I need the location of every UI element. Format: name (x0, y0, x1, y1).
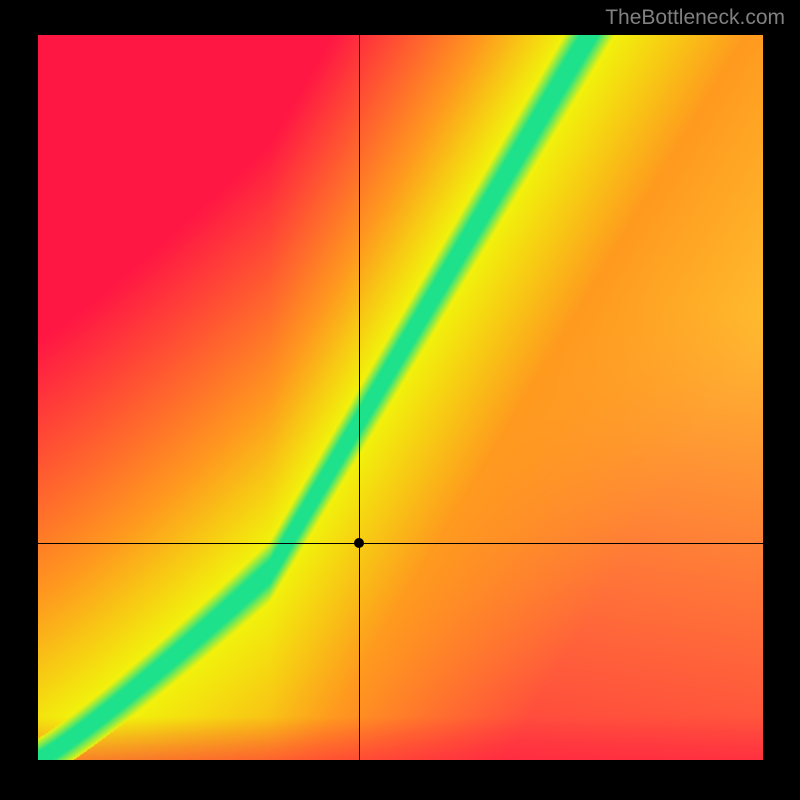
bottleneck-heatmap (38, 35, 763, 760)
data-point-marker (354, 538, 364, 548)
watermark-text: TheBottleneck.com (605, 6, 785, 30)
crosshair-vertical (359, 35, 360, 760)
crosshair-horizontal (38, 543, 763, 544)
heatmap-canvas (38, 35, 763, 760)
